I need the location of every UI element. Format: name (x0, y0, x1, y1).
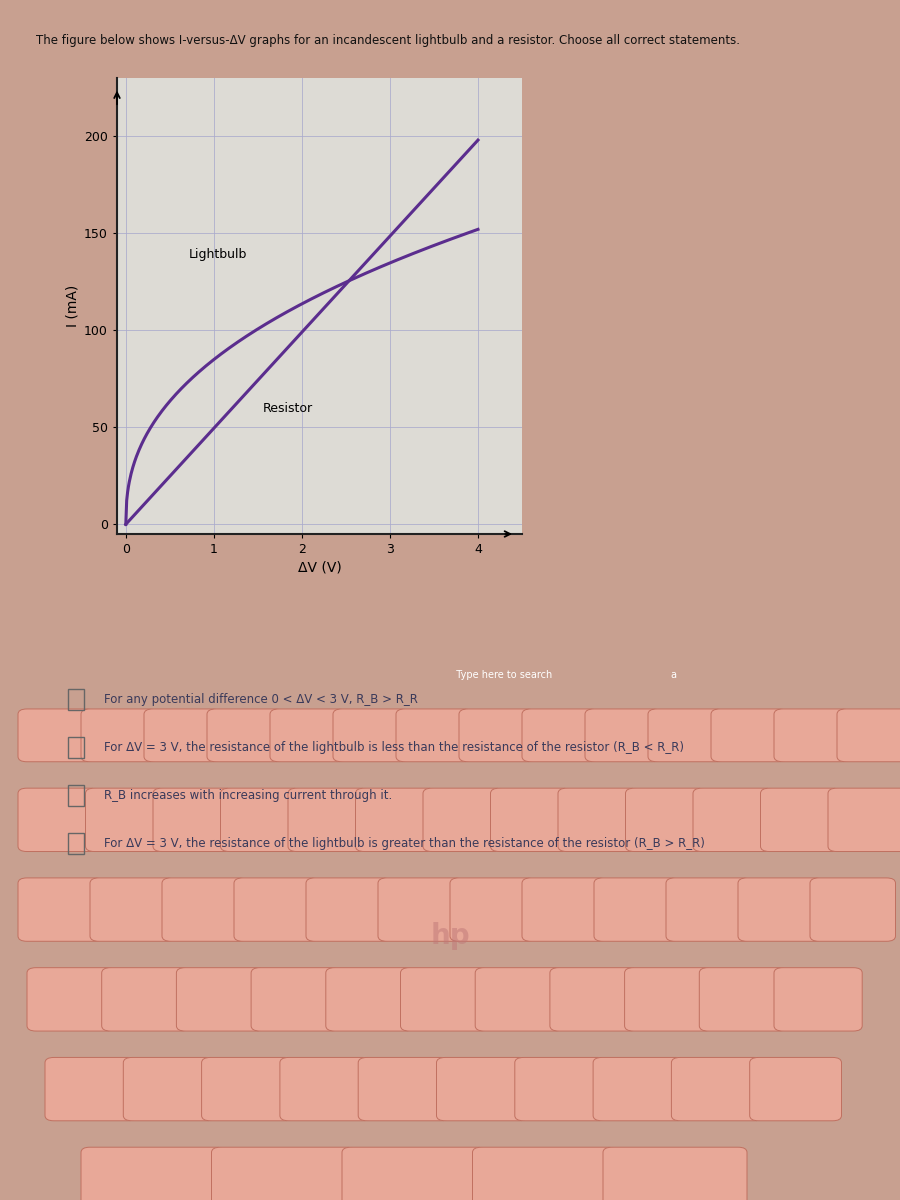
FancyBboxPatch shape (270, 709, 346, 762)
FancyBboxPatch shape (45, 1057, 137, 1121)
Text: The figure below shows I-versus-ΔV graphs for an incandescent lightbulb and a re: The figure below shows I-versus-ΔV graph… (36, 34, 740, 47)
FancyBboxPatch shape (594, 878, 680, 941)
FancyBboxPatch shape (603, 1147, 747, 1200)
FancyBboxPatch shape (550, 967, 638, 1031)
Text: For any potential difference 0 < ΔV < 3 V, R_B > R_R: For any potential difference 0 < ΔV < 3 … (104, 694, 418, 706)
Y-axis label: I (mA): I (mA) (66, 284, 80, 328)
FancyBboxPatch shape (450, 878, 536, 941)
FancyBboxPatch shape (558, 788, 639, 852)
FancyBboxPatch shape (699, 967, 788, 1031)
FancyBboxPatch shape (648, 709, 725, 762)
FancyBboxPatch shape (436, 1057, 528, 1121)
FancyBboxPatch shape (475, 967, 563, 1031)
FancyBboxPatch shape (27, 967, 115, 1031)
Text: Resistor: Resistor (262, 402, 312, 415)
FancyBboxPatch shape (18, 709, 94, 762)
X-axis label: ΔV (V): ΔV (V) (298, 560, 341, 574)
FancyBboxPatch shape (626, 788, 707, 852)
FancyBboxPatch shape (333, 709, 410, 762)
FancyBboxPatch shape (738, 878, 824, 941)
FancyBboxPatch shape (400, 967, 489, 1031)
FancyBboxPatch shape (585, 709, 662, 762)
FancyBboxPatch shape (396, 709, 472, 762)
FancyBboxPatch shape (472, 1147, 616, 1200)
FancyBboxPatch shape (280, 1057, 372, 1121)
FancyBboxPatch shape (123, 1057, 215, 1121)
FancyBboxPatch shape (81, 709, 158, 762)
FancyBboxPatch shape (774, 967, 862, 1031)
FancyBboxPatch shape (202, 1057, 293, 1121)
FancyBboxPatch shape (207, 709, 284, 762)
FancyBboxPatch shape (810, 878, 896, 941)
FancyBboxPatch shape (86, 788, 166, 852)
Text: For ΔV = 3 V, the resistance of the lightbulb is less than the resistance of the: For ΔV = 3 V, the resistance of the ligh… (104, 742, 683, 754)
FancyBboxPatch shape (625, 967, 713, 1031)
FancyBboxPatch shape (288, 788, 369, 852)
Text: Type here to search                                      a: Type here to search a (450, 670, 677, 680)
FancyBboxPatch shape (774, 709, 850, 762)
Text: R_B increases with increasing current through it.: R_B increases with increasing current th… (104, 790, 392, 802)
FancyBboxPatch shape (306, 878, 392, 941)
FancyBboxPatch shape (828, 788, 900, 852)
FancyBboxPatch shape (760, 788, 842, 852)
FancyBboxPatch shape (356, 788, 436, 852)
FancyBboxPatch shape (220, 788, 302, 852)
FancyBboxPatch shape (18, 878, 104, 941)
FancyBboxPatch shape (671, 1057, 763, 1121)
FancyBboxPatch shape (102, 967, 190, 1031)
FancyBboxPatch shape (522, 878, 608, 941)
FancyBboxPatch shape (491, 788, 572, 852)
FancyBboxPatch shape (666, 878, 752, 941)
FancyBboxPatch shape (153, 788, 234, 852)
FancyBboxPatch shape (711, 709, 788, 762)
FancyBboxPatch shape (515, 1057, 607, 1121)
FancyBboxPatch shape (837, 709, 900, 762)
FancyBboxPatch shape (342, 1147, 486, 1200)
FancyBboxPatch shape (378, 878, 464, 941)
FancyBboxPatch shape (750, 1057, 842, 1121)
FancyBboxPatch shape (251, 967, 339, 1031)
FancyBboxPatch shape (423, 788, 504, 852)
FancyBboxPatch shape (90, 878, 176, 941)
FancyBboxPatch shape (162, 878, 248, 941)
Text: For ΔV = 3 V, the resistance of the lightbulb is greater than the resistance of : For ΔV = 3 V, the resistance of the ligh… (104, 838, 705, 850)
FancyBboxPatch shape (144, 709, 220, 762)
FancyBboxPatch shape (459, 709, 536, 762)
FancyBboxPatch shape (212, 1147, 356, 1200)
FancyBboxPatch shape (593, 1057, 685, 1121)
FancyBboxPatch shape (326, 967, 414, 1031)
FancyBboxPatch shape (176, 967, 265, 1031)
FancyBboxPatch shape (358, 1057, 450, 1121)
FancyBboxPatch shape (522, 709, 599, 762)
FancyBboxPatch shape (18, 788, 99, 852)
FancyBboxPatch shape (234, 878, 320, 941)
FancyBboxPatch shape (693, 788, 774, 852)
Text: hp: hp (430, 922, 470, 950)
FancyBboxPatch shape (81, 1147, 225, 1200)
Text: Lightbulb: Lightbulb (189, 248, 248, 262)
